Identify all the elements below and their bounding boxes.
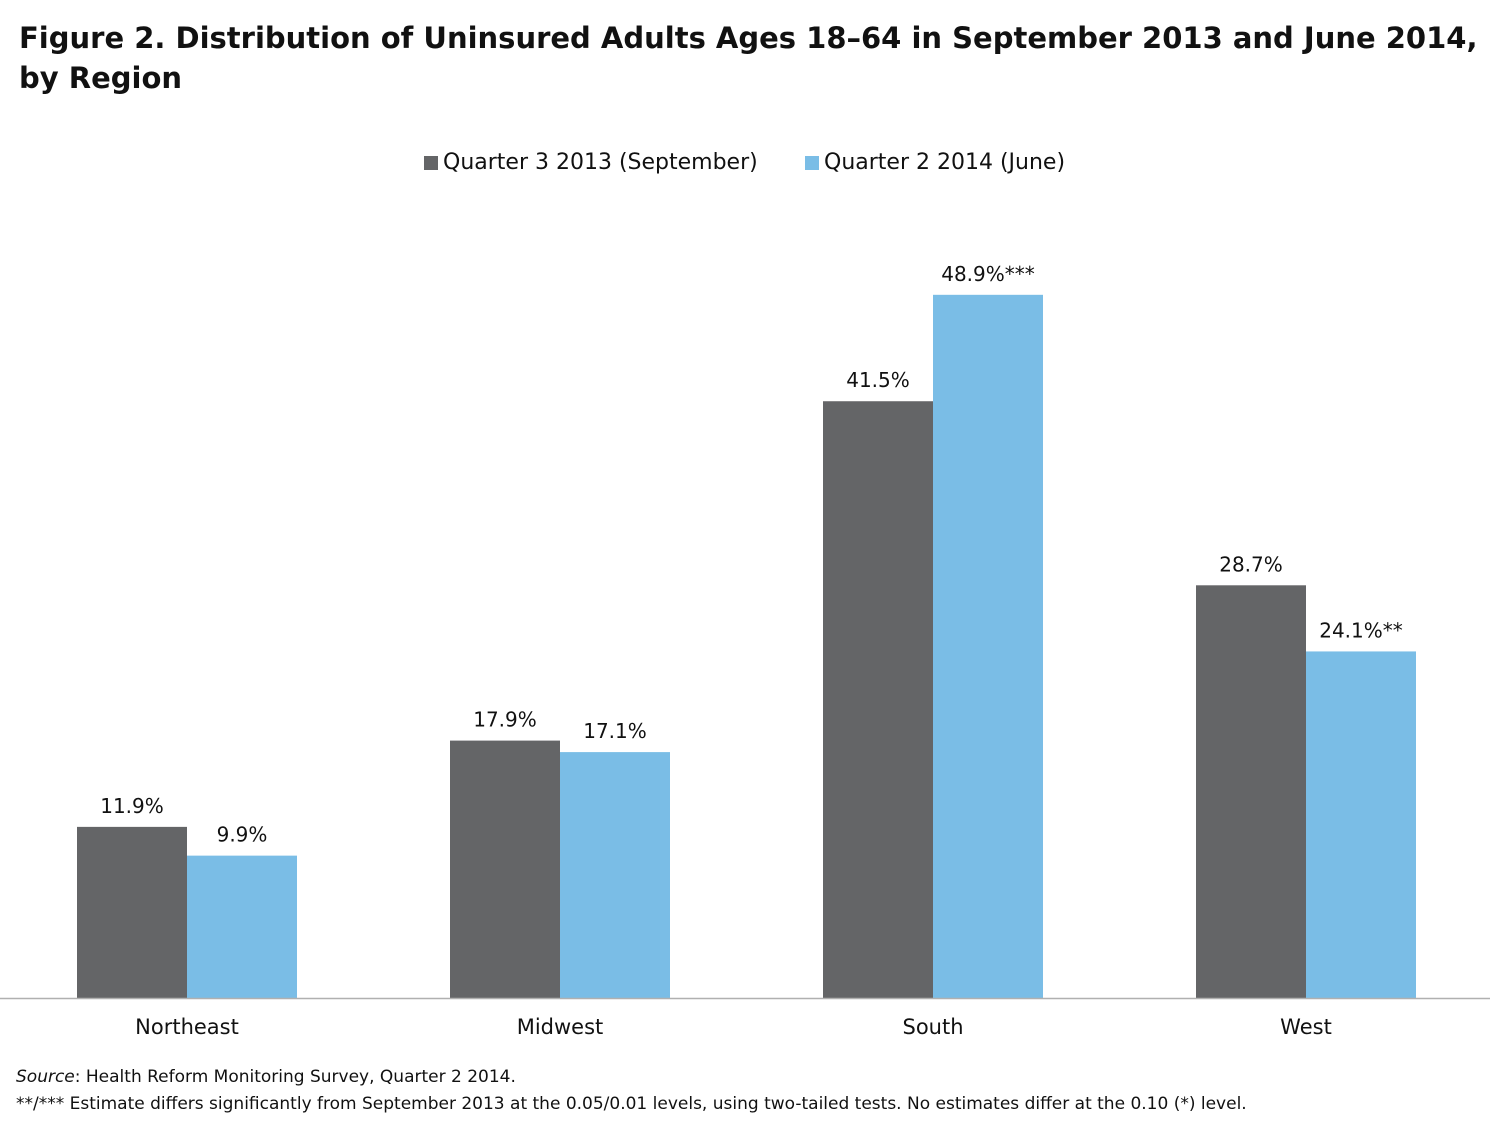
- source-text: : Health Reform Monitoring Survey, Quart…: [74, 1067, 516, 1087]
- bar-midwest-series-2: [560, 752, 670, 998]
- legend: Quarter 3 2013 (September) Quarter 2 201…: [0, 150, 1500, 180]
- x-tick-label-west: West: [1280, 1015, 1332, 1039]
- legend-item-q3-2013: Quarter 3 2013 (September): [424, 150, 758, 175]
- legend-swatch-q2-2014: [805, 155, 819, 170]
- x-tick-label-midwest: Midwest: [517, 1015, 604, 1039]
- data-label-west-series-2: 24.1%**: [1319, 618, 1403, 642]
- source-label: Source: [16, 1067, 75, 1087]
- legend-label-q3-2013: Quarter 3 2013 (September): [443, 150, 758, 175]
- legend-label-q2-2014: Quarter 2 2014 (June): [824, 150, 1066, 175]
- bar-south-series-2: [933, 294, 1043, 998]
- data-label-west-series-1: 28.7%: [1219, 552, 1283, 576]
- data-label-northeast-series-1: 11.9%: [100, 794, 164, 818]
- significance-note: **/*** Estimate differs significantly fr…: [16, 1094, 1247, 1114]
- data-label-northeast-series-2: 9.9%: [217, 823, 268, 847]
- bar-south-series-1: [823, 401, 933, 999]
- data-label-south-series-2: 48.9%***: [941, 262, 1035, 286]
- source-note: Source: Health Reform Monitoring Survey,…: [16, 1067, 516, 1087]
- data-label-midwest-series-1: 17.9%: [473, 708, 537, 732]
- bar-west-series-1: [1196, 585, 1306, 998]
- bar-northeast-series-1: [77, 826, 187, 998]
- legend-item-q2-2014: Quarter 2 2014 (June): [805, 150, 1065, 175]
- x-tick-label-northeast: Northeast: [135, 1015, 239, 1039]
- figure-title: Figure 2. Distribution of Uninsured Adul…: [19, 21, 1478, 95]
- data-label-midwest-series-2: 17.1%: [583, 719, 647, 743]
- bar-northeast-series-2: [187, 855, 297, 998]
- data-label-south-series-1: 41.5%: [846, 368, 910, 392]
- bar-midwest-series-1: [450, 740, 560, 998]
- legend-swatch-q3-2013: [424, 155, 438, 170]
- x-tick-label-south: South: [902, 1015, 963, 1039]
- bar-west-series-2: [1306, 651, 1416, 998]
